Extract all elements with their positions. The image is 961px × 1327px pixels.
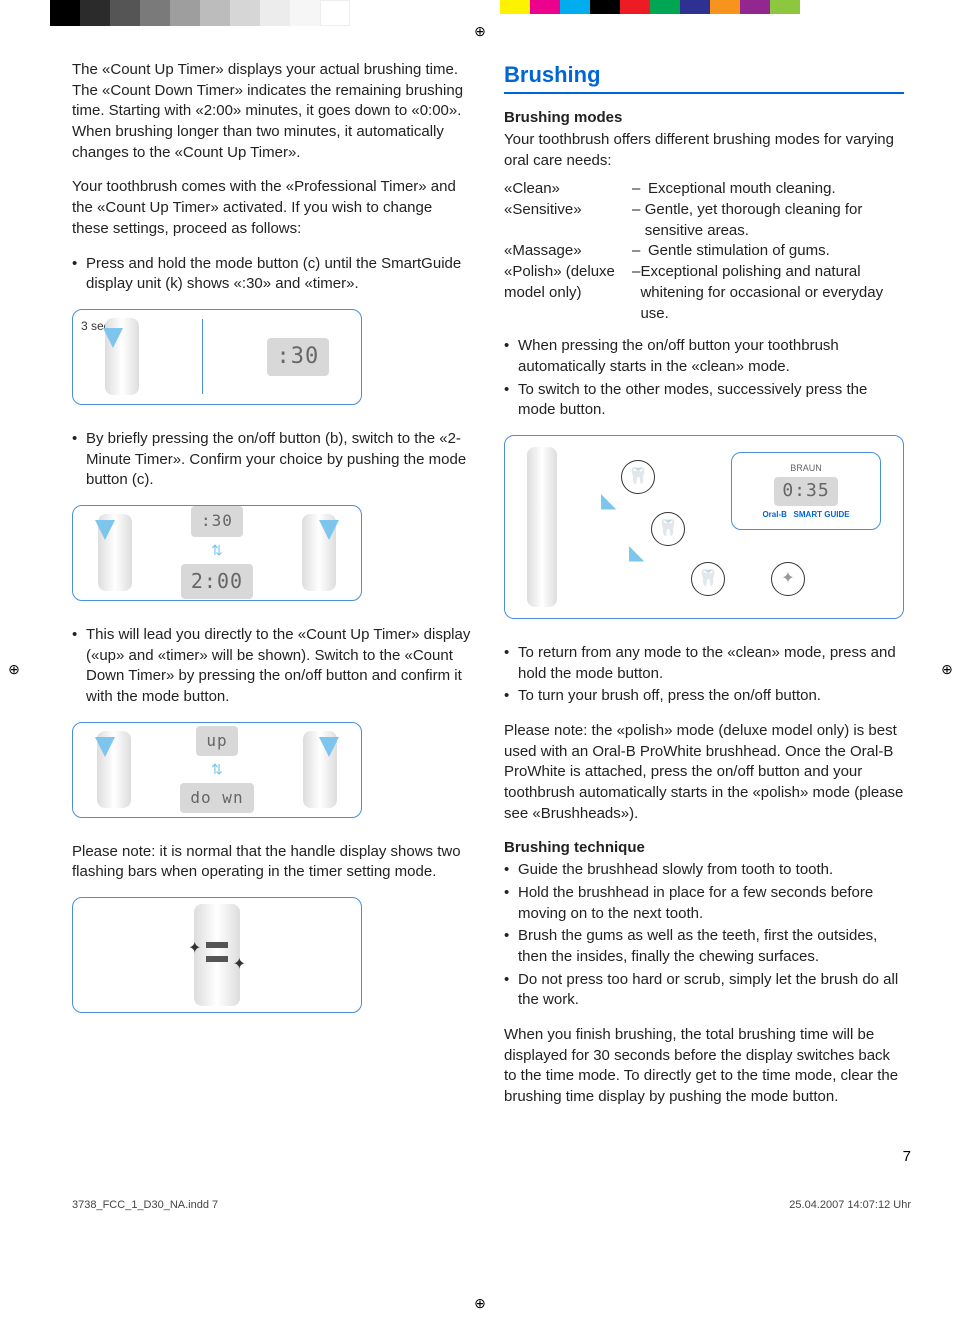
page-number: 7 bbox=[0, 1142, 961, 1165]
list-item: Brush the gums as well as the teeth, fir… bbox=[518, 926, 904, 967]
lcd-display: 2:00 bbox=[181, 564, 253, 600]
lcd-display: :30 bbox=[267, 338, 330, 376]
registration-mark-icon: ⊕ bbox=[5, 660, 23, 678]
list-item: Guide the brushhead slowly from tooth to… bbox=[518, 860, 904, 881]
color-calibration-bar bbox=[500, 0, 800, 14]
mode-name: «Polish» (deluxe model only) bbox=[504, 262, 632, 303]
bullet-list: •By briefly pressing the on/off button (… bbox=[72, 429, 472, 491]
mode-name: «Clean» bbox=[504, 179, 632, 200]
registration-mark-icon: ⊕ bbox=[471, 22, 489, 40]
subheading: Brushing technique bbox=[504, 838, 904, 859]
list-item: By briefly pressing the on/off button (b… bbox=[86, 429, 472, 491]
figure-2min-timer: :30 ⇅ 2:00 bbox=[72, 505, 362, 601]
list-item: To return from any mode to the «clean» m… bbox=[518, 643, 904, 684]
bullet-list: •Press and hold the mode button (c) unti… bbox=[72, 254, 472, 295]
mode-desc: Exceptional mouth cleaning. bbox=[648, 179, 836, 200]
mode-name: «Massage» bbox=[504, 241, 632, 262]
list-item: To turn your brush off, press the on/off… bbox=[518, 686, 904, 707]
left-column: The «Count Up Timer» displays your actua… bbox=[72, 60, 472, 1122]
figure-flashing-bars: ✦ ✦ bbox=[72, 897, 362, 1013]
note-paragraph: Please note: it is normal that the handl… bbox=[72, 842, 472, 883]
list-item: Do not press too hard or scrub, simply l… bbox=[518, 970, 904, 1011]
list-item: To switch to the other modes, successive… bbox=[518, 380, 904, 421]
bullet-list: •To return from any mode to the «clean» … bbox=[504, 643, 904, 707]
paragraph: Your toothbrush offers different brushin… bbox=[504, 130, 904, 171]
bullet-list: •Guide the brushhead slowly from tooth t… bbox=[504, 860, 904, 1011]
modes-table: «Clean» «Sensitive» «Massage» «Polish» (… bbox=[504, 179, 904, 324]
bullet-list: •This will lead you directly to the «Cou… bbox=[72, 625, 472, 708]
paragraph: Please note: the «polish» mode (deluxe m… bbox=[504, 721, 904, 824]
list-item: This will lead you directly to the «Coun… bbox=[86, 625, 472, 708]
figure-timer-30: 3 sec. :30 bbox=[72, 309, 362, 405]
lcd-display: :30 bbox=[191, 506, 243, 536]
paragraph: Your toothbrush comes with the «Professi… bbox=[72, 177, 472, 239]
bullet-list: •When pressing the on/off button your to… bbox=[504, 336, 904, 421]
figure-up-down: up ⇅ do wn bbox=[72, 722, 362, 818]
section-heading: Brushing bbox=[504, 60, 904, 90]
figure-modes-smartguide: 🦷 🦷 🦷 ✦ ◣ ◣ BRAUN 0:35 Oral-B SMART GUID… bbox=[504, 435, 904, 619]
lcd-display: 0:35 bbox=[774, 477, 837, 506]
list-item: Hold the brushhead in place for a few se… bbox=[518, 883, 904, 924]
grayscale-calibration-bar bbox=[50, 0, 350, 26]
heading-underline bbox=[504, 92, 904, 94]
footer-filename: 3738_FCC_1_D30_NA.indd 7 bbox=[72, 1199, 218, 1211]
subheading: Brushing modes bbox=[504, 108, 904, 129]
page-content: The «Count Up Timer» displays your actua… bbox=[0, 0, 961, 1142]
list-item: When pressing the on/off button your too… bbox=[518, 336, 904, 377]
mode-desc: Gentle, yet thorough cleaning for sensit… bbox=[645, 200, 904, 241]
footer-timestamp: 25.04.2007 14:07:12 Uhr bbox=[789, 1199, 911, 1211]
paragraph: When you finish brushing, the total brus… bbox=[504, 1025, 904, 1108]
mode-desc: Gentle stimulation of gums. bbox=[648, 241, 830, 262]
lcd-display: up bbox=[196, 726, 237, 756]
registration-mark-icon: ⊕ bbox=[471, 1294, 489, 1312]
mode-name: «Sensitive» bbox=[504, 200, 632, 221]
print-footer: 3738_FCC_1_D30_NA.indd 7 25.04.2007 14:0… bbox=[0, 1165, 961, 1229]
lcd-display: do wn bbox=[180, 783, 253, 813]
paragraph: The «Count Up Timer» displays your actua… bbox=[72, 60, 472, 163]
right-column: Brushing Brushing modes Your toothbrush … bbox=[504, 60, 904, 1122]
list-item: Press and hold the mode button (c) until… bbox=[86, 254, 472, 295]
registration-mark-icon: ⊕ bbox=[938, 660, 956, 678]
mode-desc: Exceptional polishing and natural whiten… bbox=[640, 262, 904, 324]
